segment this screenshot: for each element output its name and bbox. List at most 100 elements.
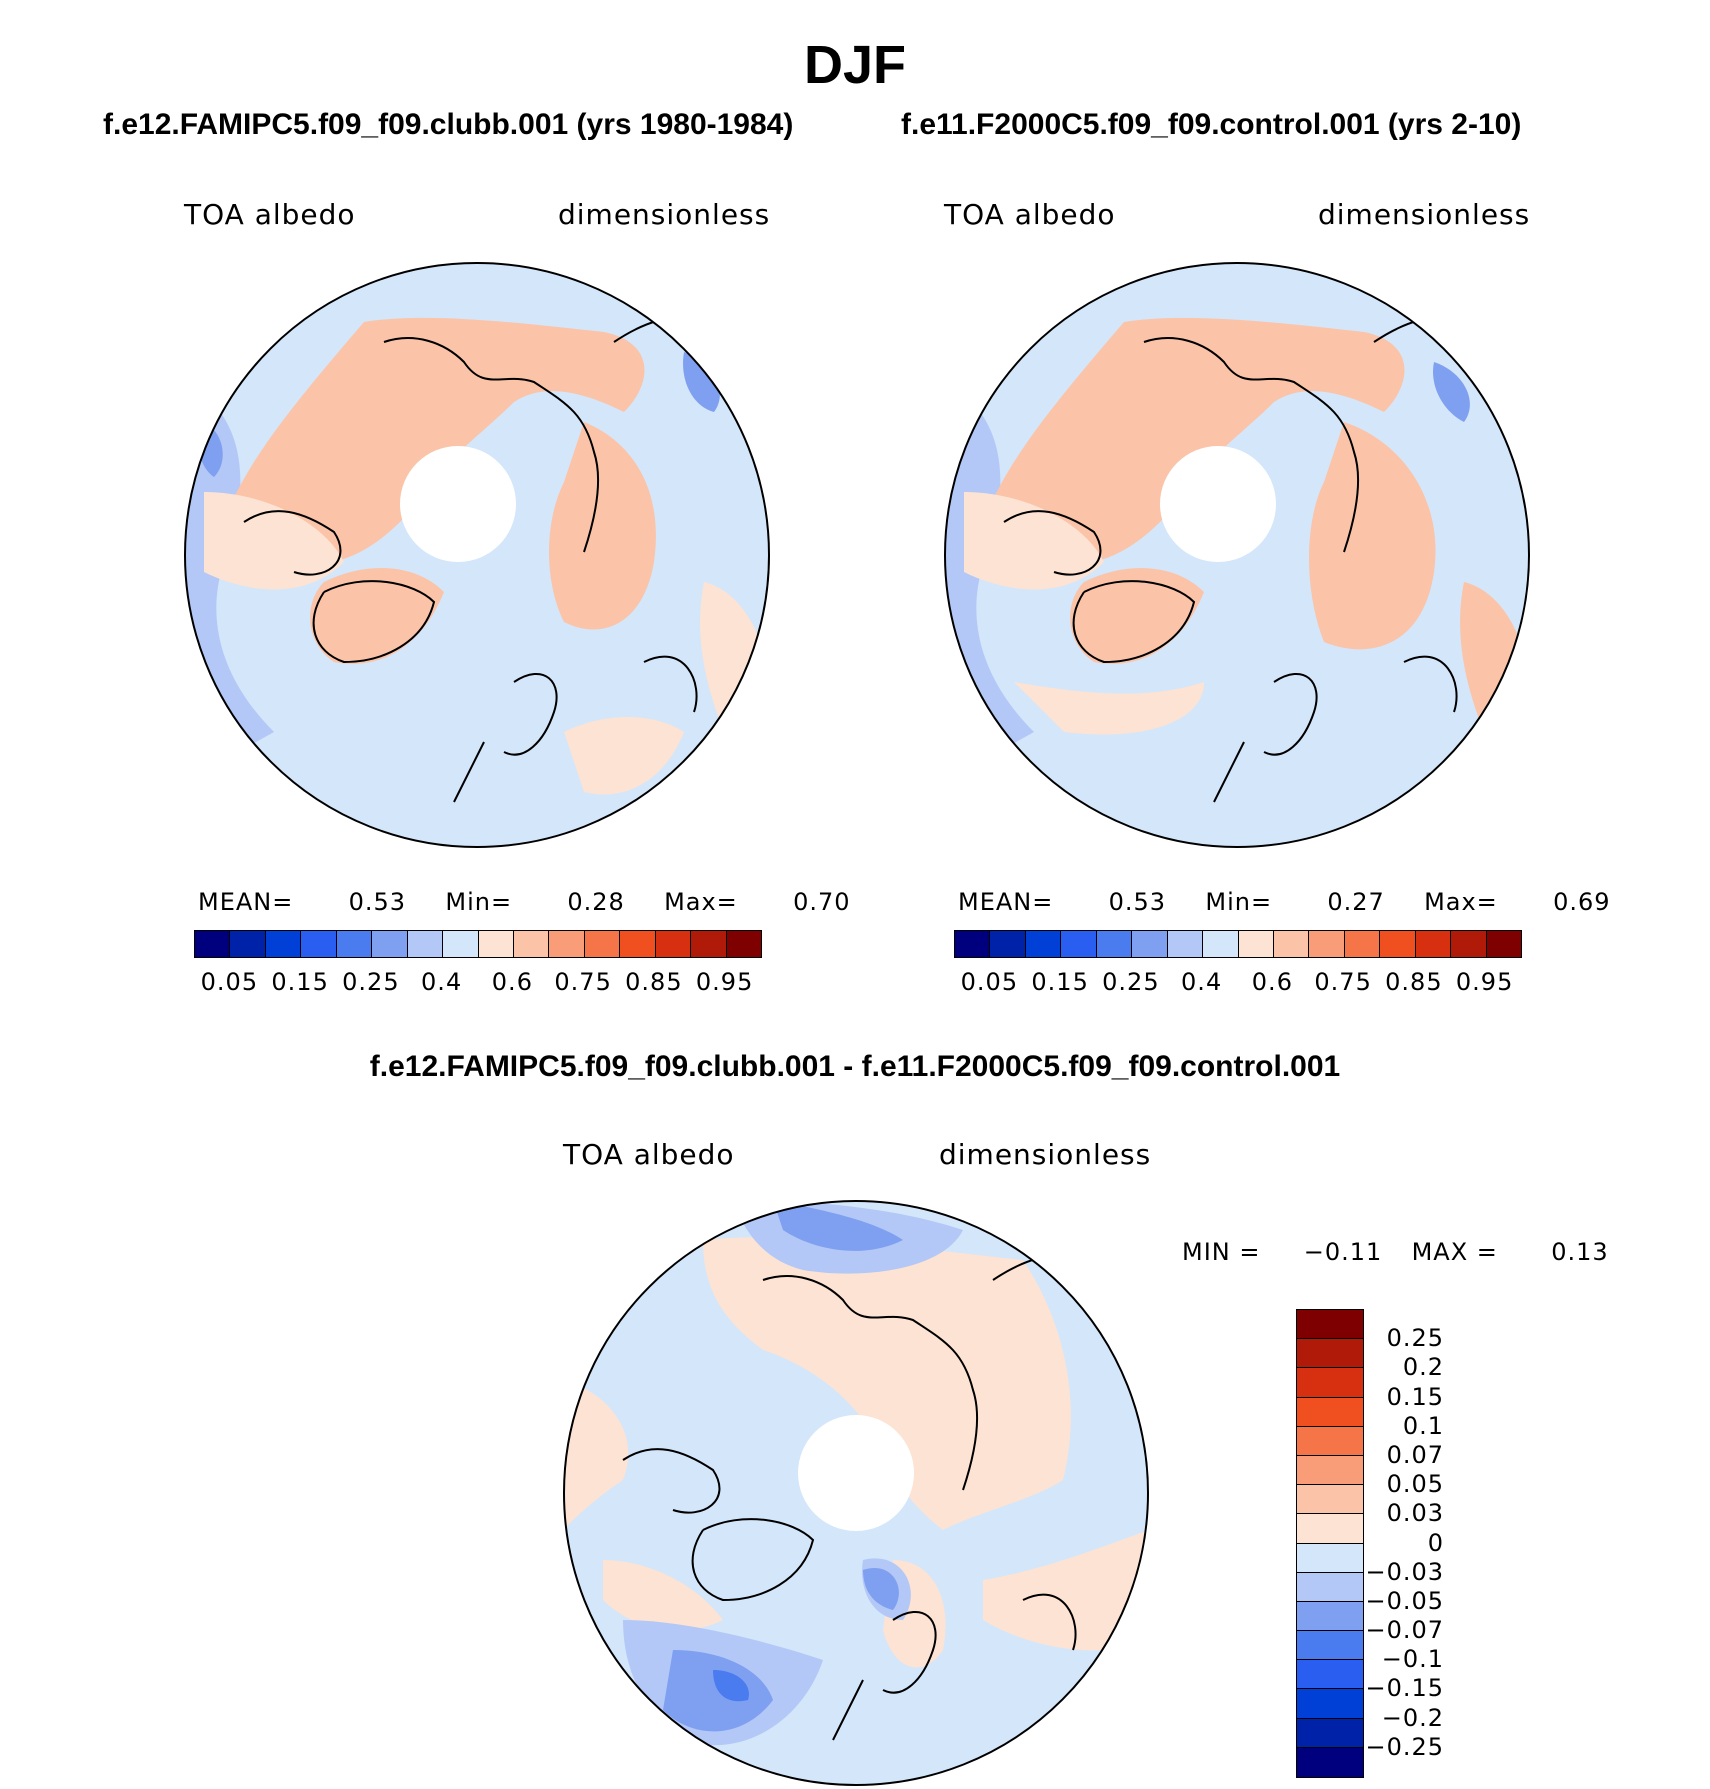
colorbar-swatch — [195, 931, 231, 957]
panel3-pole-mask — [798, 1415, 914, 1531]
colorbar-tick-label: 0.75 — [554, 968, 612, 996]
colorbar-swatch — [1167, 931, 1204, 957]
colorbar-tick-label: 0.4 — [1181, 968, 1223, 996]
panel2-mean-label: MEAN= — [958, 888, 1054, 916]
colorbar-swatch — [1297, 1631, 1363, 1661]
panel1-land-outline — [243, 317, 698, 803]
panel3-min-label: MIN = — [1182, 1238, 1261, 1266]
colorbar-swatch — [620, 931, 656, 957]
colorbar-tick-label: 0.05 — [1386, 1470, 1444, 1499]
colorbar-swatch — [1061, 931, 1097, 957]
colorbar-swatch — [549, 931, 585, 957]
panel3-warm-region — [703, 1237, 1071, 1530]
colorbar-tick-label: −0.15 — [1365, 1674, 1444, 1703]
colorbar-tick-label: 0.05 — [200, 968, 259, 996]
panel3-left-label: TOA albedo — [563, 1138, 735, 1171]
panel2-polar-map — [944, 262, 1530, 848]
colorbar-tick-label: 0.25 — [1102, 968, 1160, 996]
colorbar-tick-label: 0.25 — [342, 968, 400, 996]
panel3-min-value: −0.11 — [1303, 1238, 1383, 1266]
panel3-warm-region — [983, 1530, 1148, 1651]
colorbar-swatch — [955, 931, 991, 957]
colorbar-swatch — [1297, 1397, 1363, 1427]
panel2-left-label: TOA albedo — [944, 198, 1116, 231]
colorbar-swatch — [1309, 931, 1345, 957]
panel2-max-value: 0.69 — [1553, 888, 1611, 916]
colorbar-swatch — [1451, 931, 1487, 957]
panel1-left-label: TOA albedo — [184, 198, 356, 231]
colorbar-tick-label: −0.07 — [1365, 1616, 1444, 1645]
colorbar-tick-label: −0.1 — [1381, 1645, 1444, 1674]
colorbar-tick-label: −0.05 — [1365, 1586, 1444, 1615]
colorbar-swatch — [1203, 931, 1239, 957]
panel3-strong-blue-patch — [713, 1670, 749, 1702]
panel2-min-value: 0.27 — [1327, 888, 1385, 916]
colorbar-swatch — [336, 931, 373, 957]
panel2-colorbar — [954, 930, 1522, 958]
colorbar-swatch — [1096, 931, 1133, 957]
colorbar-tick-label: 0.6 — [1251, 968, 1293, 996]
panel2-warm-region — [1014, 682, 1204, 735]
colorbar-swatch — [301, 931, 337, 957]
colorbar-tick-label: 0.03 — [1386, 1499, 1444, 1528]
panel3-mid-blue-patch — [663, 1650, 773, 1732]
colorbar-swatch — [372, 931, 408, 957]
panel3-mid-blue-patch — [773, 1201, 903, 1251]
colorbar-tick-label: 0.15 — [1031, 968, 1089, 996]
panel3-land-outline — [622, 1255, 1077, 1741]
colorbar-tick-label: 0.07 — [1386, 1440, 1444, 1469]
panel1-blue-patch — [683, 352, 720, 412]
panel1-polar-map — [184, 262, 770, 848]
panel3-case-title: f.e12.FAMIPC5.f09_f09.clubb.001 - f.e11.… — [369, 1050, 1341, 1083]
figure-title: DJF — [803, 35, 906, 95]
panel3-mid-blue-patch — [863, 1568, 899, 1610]
panel2-land-warm-region — [1309, 422, 1436, 650]
panel3-max-label: MAX = — [1411, 1238, 1498, 1266]
colorbar-swatch — [1297, 1689, 1363, 1719]
colorbar-swatch — [1344, 931, 1381, 957]
colorbar-swatch — [726, 931, 761, 957]
colorbar-tick-label: 0.15 — [271, 968, 329, 996]
colorbar-swatch — [1297, 1572, 1363, 1602]
colorbar-swatch — [1486, 931, 1521, 957]
panel3-polar-map — [563, 1200, 1149, 1786]
colorbar-swatch — [1297, 1747, 1363, 1777]
panel1-mean-label: MEAN= — [198, 888, 294, 916]
colorbar-swatch — [1297, 1339, 1363, 1369]
colorbar-tick-label: 0.6 — [491, 968, 533, 996]
panel1-colorbar-ticks: 0.05 0.15 0.25 0.4 0.6 0.75 0.85 0.95 — [194, 968, 760, 998]
panel1-max-value: 0.70 — [793, 888, 851, 916]
panel1-min-label: Min= — [445, 888, 513, 916]
colorbar-swatch — [513, 931, 550, 957]
colorbar-swatch — [230, 931, 266, 957]
colorbar-tick-label: 0.05 — [960, 968, 1019, 996]
colorbar-swatch — [655, 931, 692, 957]
panel1-pole-mask — [400, 446, 516, 562]
colorbar-swatch — [1273, 931, 1310, 957]
panel3-colorbar — [1296, 1309, 1364, 1778]
colorbar-tick-label: 0.15 — [1386, 1382, 1444, 1411]
panel1-right-label: dimensionless — [558, 198, 771, 231]
colorbar-tick-label: 0.95 — [1455, 968, 1514, 996]
colorbar-swatch — [1297, 1426, 1363, 1456]
panel1-min-value: 0.28 — [567, 888, 625, 916]
panel2-right-label: dimensionless — [1318, 198, 1531, 231]
panel1-mean-value: 0.53 — [348, 888, 407, 916]
panel1-colorbar — [194, 930, 762, 958]
panel2-case-title: f.e11.F2000C5.f09_f09.control.001 (yrs 2… — [901, 108, 1522, 141]
colorbar-swatch — [1297, 1485, 1363, 1515]
panel2-blue-patch — [1433, 362, 1470, 422]
panel1-land-warm-region — [549, 422, 656, 630]
colorbar-tick-label: 0.25 — [1386, 1324, 1444, 1353]
colorbar-swatch — [691, 931, 727, 957]
colorbar-swatch — [1297, 1543, 1363, 1573]
colorbar-swatch — [1297, 1368, 1363, 1398]
colorbar-swatch — [407, 931, 444, 957]
colorbar-swatch — [1297, 1310, 1363, 1340]
colorbar-tick-label: 0.85 — [1385, 968, 1443, 996]
panel2-min-label: Min= — [1205, 888, 1273, 916]
panel3-warm-region — [603, 1560, 723, 1631]
colorbar-tick-label: −0.03 — [1365, 1557, 1444, 1586]
colorbar-swatch — [990, 931, 1026, 957]
colorbar-swatch — [1297, 1601, 1363, 1632]
